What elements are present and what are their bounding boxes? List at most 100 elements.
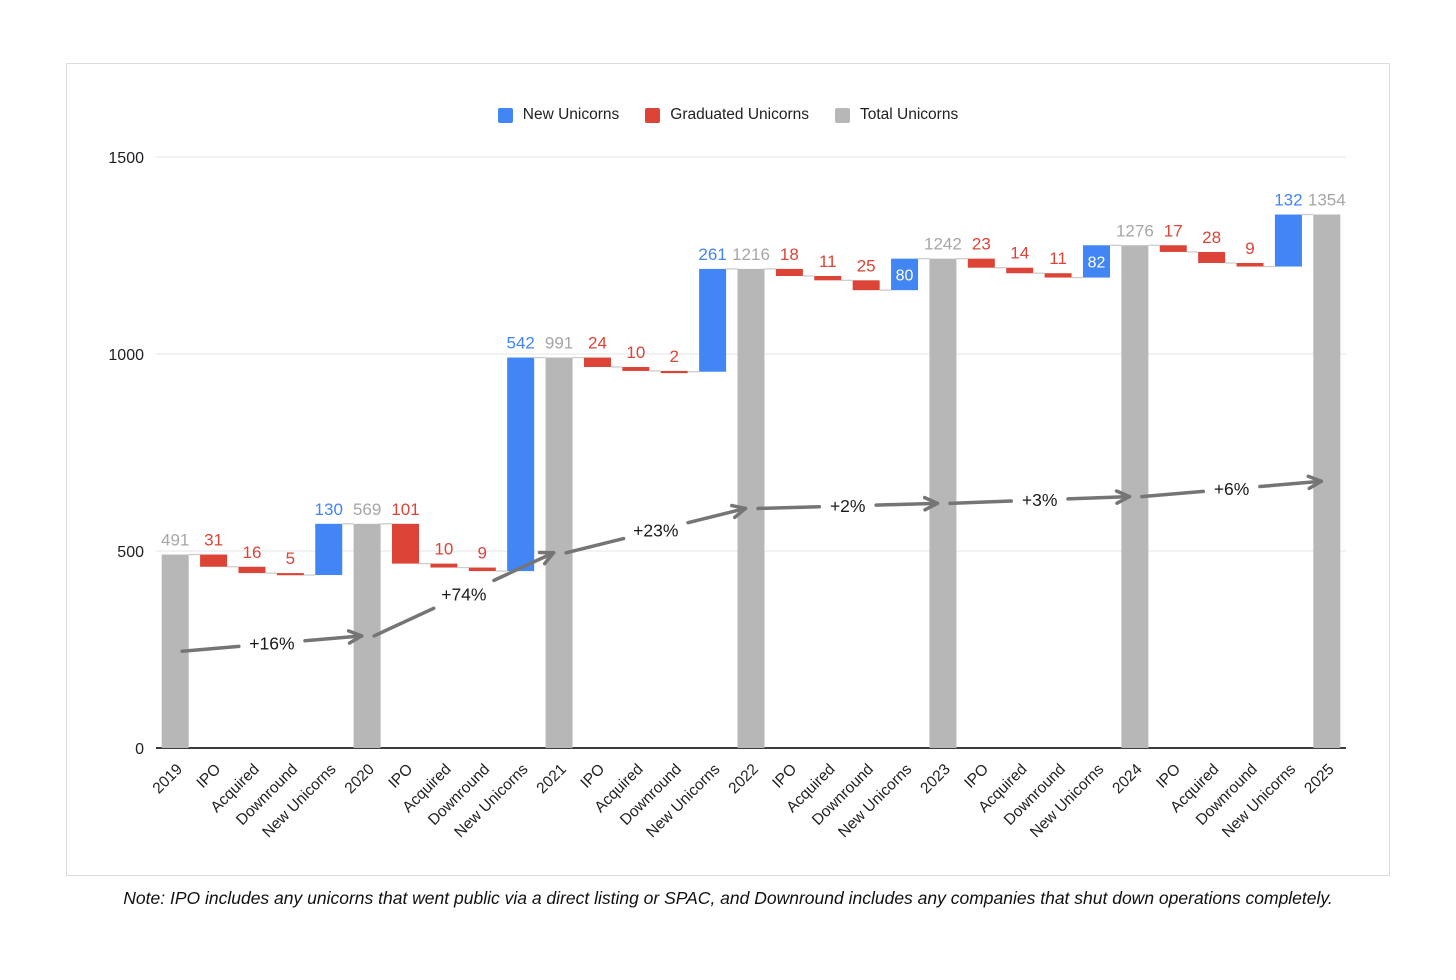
legend-swatch-total-unicorns-icon xyxy=(834,107,850,123)
growth-arrow-line xyxy=(492,551,556,583)
bar-ipo-6 xyxy=(392,523,420,564)
x-axis-label-ipo-21: IPO xyxy=(961,761,992,792)
legend-label-graduated-unicorns: Graduated Unicorns xyxy=(670,106,809,123)
y-axis-label-1000: 1000 xyxy=(108,347,144,364)
x-axis-label-ipo-26: IPO xyxy=(1153,761,1184,792)
bar-acquired-2 xyxy=(238,566,266,574)
y-axis-label-0: 0 xyxy=(135,741,144,758)
growth-arrowhead-icon xyxy=(922,495,940,506)
growth-arrowhead-icon xyxy=(346,629,364,638)
growth-arrow-line xyxy=(1140,489,1206,499)
growth-arrowhead-icon xyxy=(1306,474,1324,484)
growth-arrowhead-icon xyxy=(542,551,556,566)
bar-value-label: 10 xyxy=(434,540,453,559)
x-axis-label-2019-0: 2019 xyxy=(150,761,186,797)
bar-new-unicorns-4 xyxy=(315,523,343,576)
bar-downround-18 xyxy=(852,280,880,291)
bar-acquired-22 xyxy=(1006,267,1034,274)
bar-value-label: 5 xyxy=(286,549,295,568)
growth-percent-label: +23% xyxy=(633,521,678,541)
growth-arrow-line xyxy=(1258,479,1324,489)
bar-value-label: 16 xyxy=(243,543,262,562)
bar-value-label: 25 xyxy=(857,256,876,275)
x-axis-label-ipo-6: IPO xyxy=(385,761,416,792)
growth-percent-label: +3% xyxy=(1022,490,1058,510)
bar-ipo-1 xyxy=(200,554,228,567)
bar-value-label: 10 xyxy=(626,343,645,362)
chart-frame: 0 500 1000 1500 491 31 16 5 130 569 101 10 9 542 991 24… xyxy=(66,63,1390,876)
x-axis-label-ipo-16: IPO xyxy=(769,761,800,792)
growth-arrowhead-icon xyxy=(923,501,940,512)
bar-value-label: 491 xyxy=(161,531,189,550)
x-axis-label-2023-20: 2023 xyxy=(917,761,953,797)
legend-swatch-graduated-unicorns-icon xyxy=(645,107,661,123)
bar-new-unicorns-9 xyxy=(507,357,535,572)
growth-arrow-line xyxy=(564,536,626,555)
growth-arrow-line xyxy=(1066,494,1132,501)
legend-label-total-unicorns: Total Unicorns xyxy=(859,106,959,123)
legend-item-graduated-unicorns: Graduated Unicorns xyxy=(645,106,809,124)
bar-value-label: 2 xyxy=(669,347,678,366)
growth-arrow-line xyxy=(948,499,1014,506)
bar-value-label: 14 xyxy=(1010,244,1029,263)
growth-percent-label: +16% xyxy=(249,634,294,654)
bar-ipo-21 xyxy=(967,258,995,268)
bar-value-label: 1242 xyxy=(924,235,962,254)
y-axis-label-500: 500 xyxy=(117,544,144,561)
growth-percent-label: +6% xyxy=(1214,479,1250,499)
y-axis-label-1500: 1500 xyxy=(108,150,144,167)
growth-arrow-line xyxy=(180,644,241,654)
bar-value-label: 9 xyxy=(478,544,487,563)
bar-value-label: 23 xyxy=(972,235,991,254)
bar-value-label: 1354 xyxy=(1308,191,1346,210)
growth-arrow-line xyxy=(372,606,436,638)
footnote: Note: IPO includes any unicorns that wen… xyxy=(123,888,1333,908)
bar-new-unicorns-14 xyxy=(699,268,727,372)
growth-arrow-line xyxy=(686,506,748,525)
growth-arrow-line xyxy=(756,504,822,511)
growth-percent-label: +74% xyxy=(441,584,486,604)
bar-downround-23 xyxy=(1044,273,1072,278)
bar-ipo-26 xyxy=(1159,245,1187,252)
growth-arrowhead-icon xyxy=(1114,489,1132,499)
x-axis-label-2025-30: 2025 xyxy=(1301,761,1337,797)
bar-value-label: 130 xyxy=(315,500,343,519)
bar-value-label: 24 xyxy=(588,334,607,353)
bar-value-label: 1216 xyxy=(732,245,770,264)
bar-value-label: 991 xyxy=(545,334,573,353)
bar-value-label: 261 xyxy=(698,245,726,264)
bar-value-label: 542 xyxy=(506,334,534,353)
bar-downround-3 xyxy=(276,573,304,576)
x-axis-label-ipo-1: IPO xyxy=(194,761,225,792)
growth-arrowhead-icon xyxy=(732,506,748,520)
legend-swatch-new-unicorns-icon xyxy=(497,107,513,123)
bar-value-label: 31 xyxy=(204,531,223,550)
bar-new-unicorns-29 xyxy=(1274,214,1302,267)
bar-ipo-11 xyxy=(583,357,611,368)
bar-new-unicorns-19 xyxy=(891,258,919,291)
bar-value-label: 11 xyxy=(819,252,837,271)
bar-acquired-27 xyxy=(1198,251,1226,263)
x-axis-label-2020-5: 2020 xyxy=(342,761,379,798)
growth-percent-label: +2% xyxy=(830,496,866,516)
chart-legend: New Unicorns Graduated Unicorns Total Un… xyxy=(67,106,1389,124)
x-axis-label-2021-10: 2021 xyxy=(533,761,569,797)
bar-value-label: 82 xyxy=(1088,254,1106,271)
bar-new-unicorns-24 xyxy=(1082,245,1110,278)
bar-downround-13 xyxy=(660,370,688,374)
bar-acquired-17 xyxy=(814,275,842,281)
bar-acquired-7 xyxy=(430,563,458,568)
bar-ipo-16 xyxy=(775,268,803,276)
x-axis-label-2022-15: 2022 xyxy=(725,761,761,797)
growth-arrowhead-icon xyxy=(1115,494,1132,505)
bar-value-label: 1276 xyxy=(1116,221,1154,240)
bar-value-label: 132 xyxy=(1274,191,1302,210)
growth-arrow-line xyxy=(874,501,940,507)
waterfall-chart: 0 500 1000 1500 491 31 16 5 130 569 101 10 9 542 991 24… xyxy=(108,150,1346,841)
legend-item-total-unicorns: Total Unicorns xyxy=(834,106,959,124)
bar-acquired-12 xyxy=(622,367,650,371)
legend-item-new-unicorns: New Unicorns xyxy=(497,106,620,124)
bar-value-label: 101 xyxy=(391,500,419,519)
bar-value-label: 28 xyxy=(1202,228,1221,247)
legend-label-new-unicorns: New Unicorns xyxy=(522,106,620,123)
